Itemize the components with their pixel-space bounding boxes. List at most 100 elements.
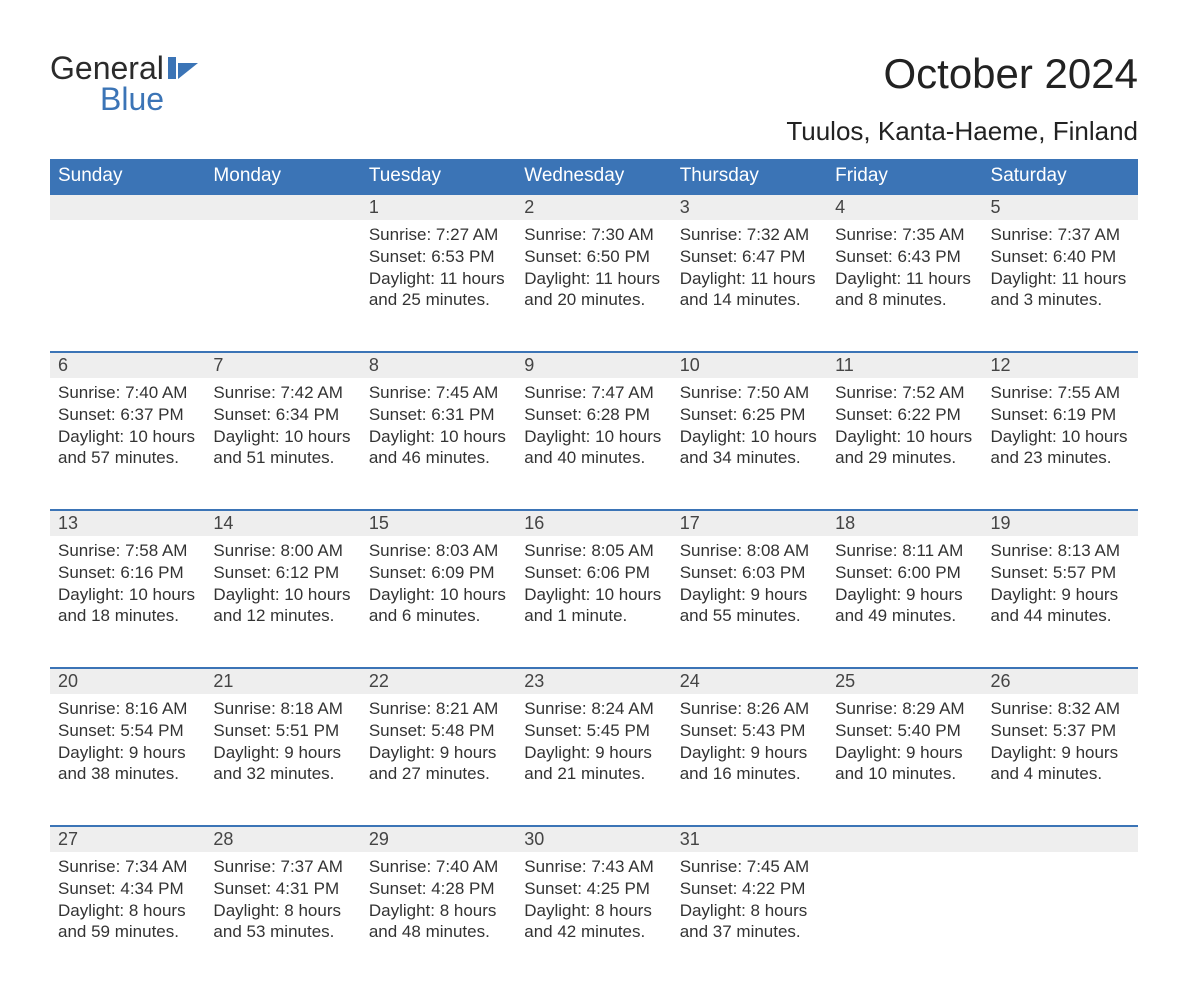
sunset-text: Sunset: 6:28 PM: [524, 404, 663, 426]
daylight-text: Daylight: 8 hours and 53 minutes.: [213, 900, 352, 944]
day-number: 16: [524, 513, 544, 533]
sunset-text: Sunset: 6:31 PM: [369, 404, 508, 426]
day-number: 13: [58, 513, 78, 533]
daylight-text: Daylight: 10 hours and 57 minutes.: [58, 426, 197, 470]
daybody-row: Sunrise: 7:27 AMSunset: 6:53 PM Daylight:…: [50, 220, 1138, 352]
day-body-cell: Sunrise: 8:00 AMSunset: 6:12 PMDaylight:…: [205, 536, 360, 668]
day-number-cell: 8: [361, 352, 516, 378]
day-body-cell: Sunrise: 8:24 AMSunset: 5:45 PMDaylight:…: [516, 694, 671, 826]
day-number: 18: [835, 513, 855, 533]
day-body-cell: Sunrise: 7:34 AMSunset: 4:34 PMDaylight:…: [50, 852, 205, 984]
day-number: 17: [680, 513, 700, 533]
col-tuesday: Tuesday: [361, 159, 516, 194]
daynum-row: 12345: [50, 194, 1138, 220]
sunrise-text: Sunrise: 8:32 AM: [991, 698, 1130, 720]
sunset-text: Sunset: 6:00 PM: [835, 562, 974, 584]
day-number-cell: 25: [827, 668, 982, 694]
daynum-row: 2728293031: [50, 826, 1138, 852]
location-subtitle: Tuulos, Kanta-Haeme, Finland: [786, 116, 1138, 147]
day-number-cell: 17: [672, 510, 827, 536]
day-body-cell: Sunrise: 8:16 AMSunset: 5:54 PMDaylight:…: [50, 694, 205, 826]
daylight-text: Daylight: 10 hours and 12 minutes.: [213, 584, 352, 628]
daylight-text: Daylight: 8 hours and 42 minutes.: [524, 900, 663, 944]
day-number-cell: 11: [827, 352, 982, 378]
sunset-text: Sunset: 4:34 PM: [58, 878, 197, 900]
daylight-text: Daylight: 10 hours and 18 minutes.: [58, 584, 197, 628]
sunset-text: Sunset: 5:51 PM: [213, 720, 352, 742]
day-number: 23: [524, 671, 544, 691]
sunrise-text: Sunrise: 8:05 AM: [524, 540, 663, 562]
day-number: 28: [213, 829, 233, 849]
sunrise-text: Sunrise: 7:32 AM: [680, 224, 819, 246]
sunset-text: Sunset: 5:43 PM: [680, 720, 819, 742]
daybody-row: Sunrise: 8:16 AMSunset: 5:54 PM Daylight:…: [50, 694, 1138, 826]
logo-flag-icon: [168, 57, 198, 84]
sunset-text: Sunset: 6:03 PM: [680, 562, 819, 584]
sunrise-text: Sunrise: 7:45 AM: [680, 856, 819, 878]
day-number-cell: 31: [672, 826, 827, 852]
daylight-text: Daylight: 11 hours and 3 minutes.: [991, 268, 1130, 312]
header: General Blue October 2024 Tuulos, Kanta-…: [50, 50, 1138, 147]
day-number-cell: 12: [983, 352, 1138, 378]
day-number-cell: 1: [361, 194, 516, 220]
daybody-row: Sunrise: 7:58 AMSunset: 6:16 PMDaylight:…: [50, 536, 1138, 668]
day-number-cell: 9: [516, 352, 671, 378]
day-body-cell: Sunrise: 7:40 AMSunset: 4:28 PMDaylight:…: [361, 852, 516, 984]
day-number-cell: 23: [516, 668, 671, 694]
day-body-cell: [50, 220, 205, 352]
day-number-cell: [205, 194, 360, 220]
sunrise-text: Sunrise: 8:08 AM: [680, 540, 819, 562]
day-number-cell: 10: [672, 352, 827, 378]
daylight-text: Daylight: 10 hours and 34 minutes.: [680, 426, 819, 470]
col-wednesday: Wednesday: [516, 159, 671, 194]
sunset-text: Sunset: 5:54 PM: [58, 720, 197, 742]
daylight-text: Daylight: 11 hours and 8 minutes.: [835, 268, 974, 312]
sunrise-text: Sunrise: 8:00 AM: [213, 540, 352, 562]
col-friday: Friday: [827, 159, 982, 194]
calendar-table: Sunday Monday Tuesday Wednesday Thursday…: [50, 159, 1138, 984]
daynum-row: 6789101112: [50, 352, 1138, 378]
daylight-text: Daylight: 11 hours and 20 minutes.: [524, 268, 663, 312]
day-body-cell: Sunrise: 7:30 AMSunset: 6:50 PMDaylight:…: [516, 220, 671, 352]
daylight-text: Daylight: 8 hours and 37 minutes.: [680, 900, 819, 944]
sunrise-text: Sunrise: 8:16 AM: [58, 698, 197, 720]
day-number: 25: [835, 671, 855, 691]
day-number-cell: 5: [983, 194, 1138, 220]
day-number-cell: 18: [827, 510, 982, 536]
sunset-text: Sunset: 6:43 PM: [835, 246, 974, 268]
day-number-cell: 24: [672, 668, 827, 694]
col-monday: Monday: [205, 159, 360, 194]
day-body-cell: Sunrise: 7:52 AMSunset: 6:22 PMDaylight:…: [827, 378, 982, 510]
daylight-text: Daylight: 10 hours and 29 minutes.: [835, 426, 974, 470]
daylight-text: Daylight: 10 hours and 51 minutes.: [213, 426, 352, 470]
day-body-cell: Sunrise: 8:26 AMSunset: 5:43 PMDaylight:…: [672, 694, 827, 826]
day-body-cell: Sunrise: 7:43 AMSunset: 4:25 PMDaylight:…: [516, 852, 671, 984]
daylight-text: Daylight: 9 hours and 32 minutes.: [213, 742, 352, 786]
sunset-text: Sunset: 6:53 PM: [369, 246, 508, 268]
sunrise-text: Sunrise: 8:11 AM: [835, 540, 974, 562]
day-number-cell: 28: [205, 826, 360, 852]
sunrise-text: Sunrise: 7:47 AM: [524, 382, 663, 404]
day-number-cell: [827, 826, 982, 852]
day-number: 30: [524, 829, 544, 849]
daybody-row: Sunrise: 7:34 AMSunset: 4:34 PMDaylight:…: [50, 852, 1138, 984]
daylight-text: Daylight: 9 hours and 55 minutes.: [680, 584, 819, 628]
sunrise-text: Sunrise: 7:52 AM: [835, 382, 974, 404]
day-number: 24: [680, 671, 700, 691]
daylight-text: Daylight: 10 hours and 6 minutes.: [369, 584, 508, 628]
day-body-cell: [205, 220, 360, 352]
day-body-cell: Sunrise: 7:37 AMSunset: 6:40 PMDaylight:…: [983, 220, 1138, 352]
sunset-text: Sunset: 4:25 PM: [524, 878, 663, 900]
day-number: 2: [524, 197, 534, 217]
sunset-text: Sunset: 6:06 PM: [524, 562, 663, 584]
sunrise-text: Sunrise: 7:40 AM: [369, 856, 508, 878]
day-body-cell: Sunrise: 8:18 AMSunset: 5:51 PMDaylight:…: [205, 694, 360, 826]
sunset-text: Sunset: 5:57 PM: [991, 562, 1130, 584]
daylight-text: Daylight: 8 hours and 48 minutes.: [369, 900, 508, 944]
sunset-text: Sunset: 4:28 PM: [369, 878, 508, 900]
sunrise-text: Sunrise: 7:35 AM: [835, 224, 974, 246]
day-number-cell: 3: [672, 194, 827, 220]
sunrise-text: Sunrise: 7:27 AM: [369, 224, 508, 246]
daylight-text: Daylight: 10 hours and 40 minutes.: [524, 426, 663, 470]
daylight-text: Daylight: 11 hours and 14 minutes.: [680, 268, 819, 312]
